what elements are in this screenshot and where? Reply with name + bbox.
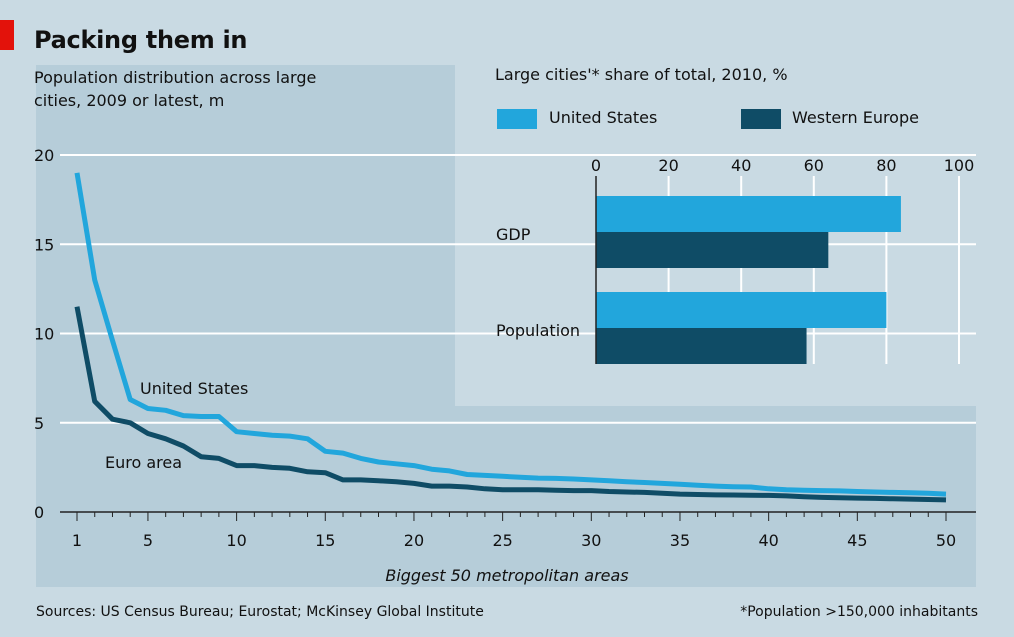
us-bar — [596, 292, 887, 328]
euro-series-line — [74, 306, 947, 503]
us-bar — [596, 196, 901, 232]
bar-category-label: GDP — [496, 225, 531, 244]
x-tick-label: 15 — [315, 531, 335, 550]
x-tick-label: 45 — [847, 531, 867, 550]
europe-bar — [596, 328, 807, 364]
y-tick-label: 15 — [34, 235, 54, 254]
bar-tick-label: 0 — [591, 156, 601, 175]
europe-bar — [596, 232, 829, 268]
source-note: Sources: US Census Bureau; Eurostat; McK… — [36, 604, 484, 620]
legend-swatch-us — [497, 109, 537, 129]
x-tick-label: 25 — [492, 531, 512, 550]
bar-tick-label: 80 — [876, 156, 896, 175]
legend-label-europe: Western Europe — [792, 108, 919, 127]
y-tick-label: 10 — [34, 325, 54, 344]
brand-tab — [0, 20, 14, 50]
euro-series-label: Euro area — [105, 453, 182, 472]
x-tick-label: 10 — [226, 531, 246, 550]
us-series-line — [74, 172, 947, 497]
bar-tick-label: 60 — [804, 156, 824, 175]
y-tick-label: 0 — [34, 503, 44, 522]
legend-swatch-europe — [741, 109, 781, 129]
x-tick-label: 30 — [581, 531, 601, 550]
us-series-label: United States — [140, 379, 248, 398]
y-tick-label: 5 — [34, 414, 44, 433]
x-tick-label: 50 — [936, 531, 956, 550]
legend-label-us: United States — [549, 108, 658, 127]
x-tick-label: 1 — [72, 531, 82, 550]
x-tick-label: 40 — [758, 531, 778, 550]
x-tick-label: 35 — [670, 531, 690, 550]
x-tick-label: 20 — [404, 531, 424, 550]
bar-category-label: Population — [496, 321, 580, 340]
bar-chart-title: Large cities'* share of total, 2010, % — [495, 65, 788, 84]
page-title: Packing them in — [34, 26, 248, 54]
x-axis-label: Biggest 50 metropolitan areas — [385, 566, 629, 585]
footnote: *Population >150,000 inhabitants — [740, 604, 978, 620]
y-tick-label: 20 — [34, 146, 54, 165]
x-tick-label: 5 — [143, 531, 153, 550]
bar-tick-label: 100 — [944, 156, 975, 175]
line-chart-title: Population distribution across large cit… — [34, 68, 317, 110]
bar-tick-label: 20 — [658, 156, 678, 175]
bar-tick-label: 40 — [731, 156, 751, 175]
